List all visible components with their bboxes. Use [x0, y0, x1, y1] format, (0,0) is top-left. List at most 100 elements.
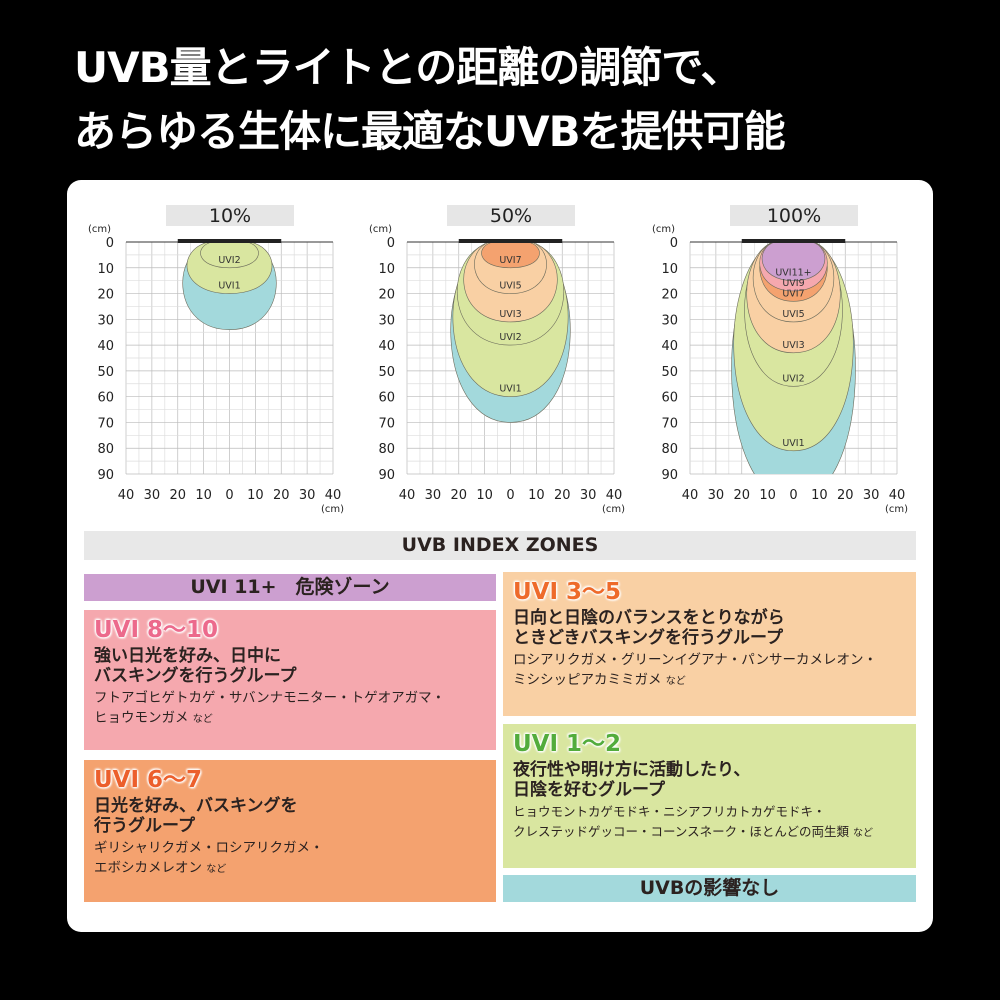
y-tick-label: 80	[97, 442, 114, 457]
y-unit: (cm)	[652, 224, 675, 235]
zone-uvi1-2: UVI 1〜2 夜行性や明け方に活動したり、 日陰を好むグループ ヒョウモントカゲ…	[503, 724, 916, 868]
desc-line: 日向と日陰のバランスをとりながら	[513, 608, 785, 628]
desc-line: 日光を好み、バスキングを	[94, 796, 298, 816]
x-tick-label: 10	[811, 488, 828, 503]
nado: など	[853, 828, 873, 839]
zone-label: UVI2	[782, 373, 804, 384]
x-tick-label: 20	[733, 488, 750, 503]
zone-examples: フトアゴヒゲトカゲ・サバンナモニター・トゲオアガマ・ ヒョウモンガメ など	[94, 688, 486, 730]
y-unit: (cm)	[88, 224, 111, 235]
zone-title: UVI 1〜2	[513, 731, 622, 757]
y-tick-label: 0	[387, 236, 395, 251]
y-tick-label: 20	[661, 288, 678, 303]
y-tick-label: 90	[378, 468, 395, 483]
y-tick-label: 10	[97, 262, 114, 277]
uvb-chart-1: UVI1 UVI2 UVI3 UVI5 UVI7 0 10 20 30 40 50 60 70 80 90 4…	[369, 205, 625, 515]
ex-line: ロシアリクガメ・グリーンイグアナ・パンサーカメレオン・	[513, 652, 877, 668]
uvb-light-bar	[177, 239, 282, 243]
x-tick-label: 20	[169, 488, 186, 503]
chart-title-bg	[166, 205, 294, 226]
zone-label: UVI5	[782, 309, 804, 320]
zone-label: UVI3	[499, 309, 521, 320]
x-tick-label: 40	[682, 488, 699, 503]
x-unit: (cm)	[885, 504, 908, 515]
zone-label: UVI9	[782, 278, 804, 289]
zone-label: UVI5	[499, 281, 521, 292]
chart-title-bg	[730, 205, 858, 226]
desc-line: 強い日光を好み、日中に	[94, 646, 281, 666]
y-tick-label: 0	[106, 236, 114, 251]
y-tick-label: 30	[97, 313, 114, 328]
desc-line: 行うグループ	[94, 816, 195, 836]
zone-desc: 日向と日陰のバランスをとりながら ときどきバスキングを行うグループ	[513, 608, 906, 648]
x-tick-label: 20	[554, 488, 571, 503]
headline: UVB量とライトとの距離の調節で、 あらゆる生体に最適なUVBを提供可能	[74, 36, 786, 164]
x-tick-label: 20	[837, 488, 854, 503]
x-unit: (cm)	[602, 504, 625, 515]
x-tick-label: 10	[195, 488, 212, 503]
zone-label: UVI7	[499, 255, 521, 266]
x-tick-label: 10	[476, 488, 493, 503]
zone-label: UVI1	[782, 438, 804, 449]
ex-line: フトアゴヒゲトカゲ・サバンナモニター・トゲオアガマ・	[94, 690, 446, 706]
y-tick-label: 0	[670, 236, 678, 251]
zone-desc: 強い日光を好み、日中に バスキングを行うグループ	[94, 646, 486, 686]
x-tick-label: 30	[299, 488, 316, 503]
zone-uvi8-10: UVI 8〜10 強い日光を好み、日中に バスキングを行うグループ フトアゴヒゲト…	[84, 610, 496, 750]
nado: など	[665, 676, 686, 687]
desc-line: 夜行性や明け方に活動したり、	[513, 760, 751, 780]
zones-header: UVB INDEX ZONES	[84, 531, 916, 560]
zone-title: UVI 8〜10	[94, 617, 219, 643]
y-tick-label: 40	[661, 339, 678, 354]
zone-uvi2	[200, 242, 259, 269]
desc-line: バスキングを行うグループ	[94, 666, 297, 686]
y-tick-label: 70	[97, 416, 114, 431]
zone-title: UVI 3〜5	[513, 579, 622, 605]
zone-uvi3-5: UVI 3〜5 日向と日陰のバランスをとりながら ときどきバスキングを行うグループ…	[503, 572, 916, 716]
chart-title: 10%	[209, 205, 251, 227]
y-tick-label: 20	[378, 288, 395, 303]
ex-line: クレステッドゲッコー・コーンスネーク・ほとんどの両生類	[513, 824, 850, 839]
y-tick-label: 60	[97, 391, 114, 406]
x-tick-label: 0	[789, 488, 797, 503]
desc-line: ときどきバスキングを行うグループ	[513, 628, 783, 648]
uvb-light-bar	[741, 239, 846, 243]
x-tick-label: 40	[606, 488, 623, 503]
zone-uvi11+	[761, 242, 826, 281]
zone-uvi7	[481, 242, 540, 269]
chart-title: 50%	[490, 205, 532, 227]
zone-title: UVI 6〜7	[94, 767, 203, 793]
x-tick-label: 0	[225, 488, 233, 503]
ex-line: エボシカメレオン	[94, 860, 202, 876]
x-tick-label: 30	[708, 488, 725, 503]
zone-examples: ヒョウモントカゲモドキ・ニシアフリカトカゲモドキ・クレステッドゲッコー・コーンス…	[513, 802, 906, 844]
zone-label: UVI11+	[775, 268, 811, 279]
y-tick-label: 90	[97, 468, 114, 483]
uvb-light-bar	[458, 239, 563, 243]
zone-uvi6-7: UVI 6〜7 日光を好み、バスキングを 行うグループ ギリシャリクガメ・ロシアリ…	[84, 760, 496, 902]
y-tick-label: 80	[378, 442, 395, 457]
zone-examples: ロシアリクガメ・グリーンイグアナ・パンサーカメレオン・ ミシシッピアカミミガメ な…	[513, 650, 906, 692]
x-tick-label: 30	[863, 488, 880, 503]
zone-label: UVI1	[499, 384, 521, 395]
y-tick-label: 60	[661, 391, 678, 406]
y-tick-label: 70	[661, 416, 678, 431]
x-tick-label: 40	[118, 488, 135, 503]
zone-desc: 日光を好み、バスキングを 行うグループ	[94, 796, 486, 836]
y-tick-label: 10	[661, 262, 678, 277]
y-tick-label: 40	[378, 339, 395, 354]
x-tick-label: 40	[325, 488, 342, 503]
x-unit: (cm)	[321, 504, 344, 515]
ex-line: ヒョウモントカゲモドキ・ニシアフリカトカゲモドキ・	[513, 804, 826, 819]
chart-title-bg	[447, 205, 575, 226]
x-tick-label: 0	[506, 488, 514, 503]
y-unit: (cm)	[369, 224, 392, 235]
desc-line: 日陰を好むグループ	[513, 780, 665, 800]
y-tick-label: 60	[378, 391, 395, 406]
y-tick-label: 80	[661, 442, 678, 457]
ex-line: ミシシッピアカミミガメ	[513, 672, 662, 688]
headline-line1: UVB量とライトとの距離の調節で、	[74, 43, 743, 92]
headline-line2: あらゆる生体に最適なUVBを提供可能	[74, 107, 786, 156]
uvb-chart-0: UVI1 UVI2 0 10 20 30 40 50 60 70 80 90 40 30 20 10 0 10 20…	[88, 205, 344, 515]
zone-none: UVBの影響なし	[503, 875, 916, 902]
